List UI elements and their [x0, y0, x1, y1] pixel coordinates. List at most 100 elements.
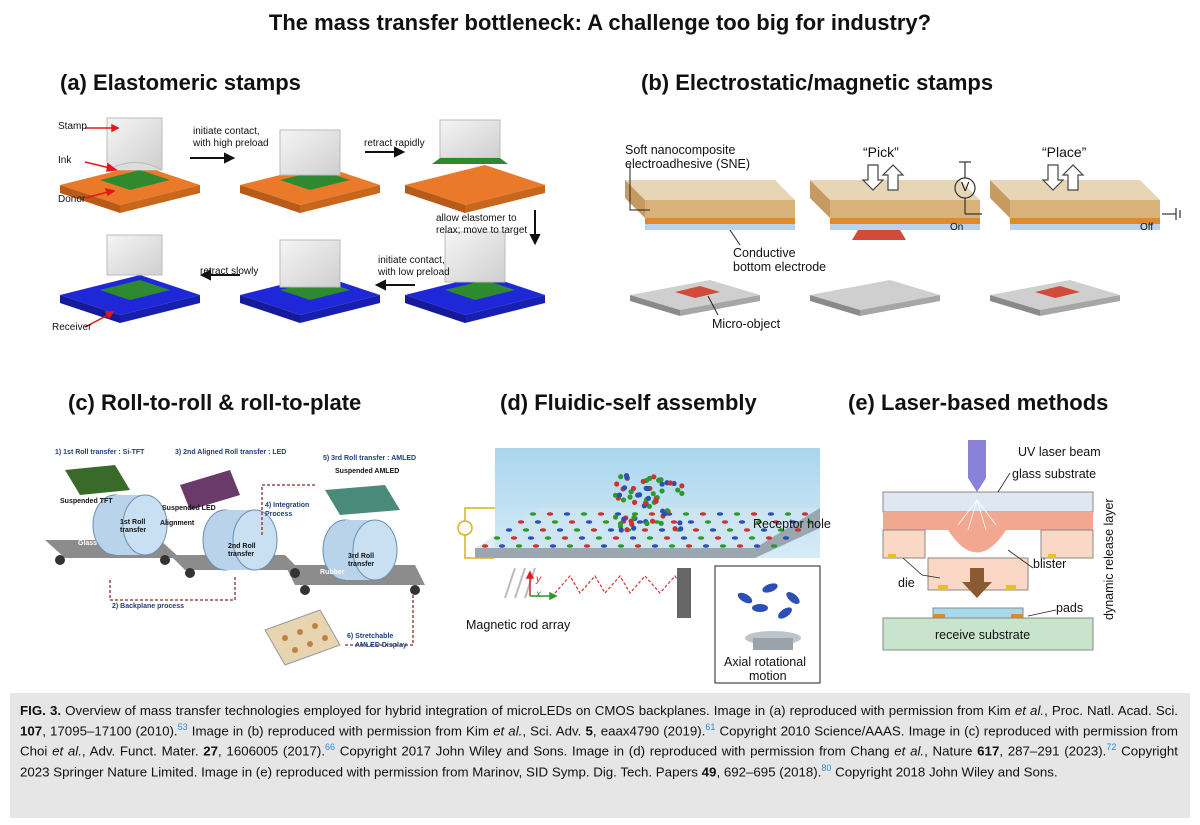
receptor-dot: [702, 544, 710, 548]
particle: [621, 516, 627, 522]
receptor-dot: [585, 520, 593, 524]
particle: [645, 495, 652, 501]
substrate-3: [990, 280, 1120, 316]
label-glass-substrate: glass substrate: [1012, 467, 1097, 481]
receptor-dot: [549, 544, 557, 548]
caption-volume: 107: [20, 723, 43, 739]
roller-1: [92, 494, 168, 556]
label-voltage: V: [961, 180, 970, 194]
label-suspended-tft: Suspended TFT: [60, 498, 113, 505]
receptor-dot: [578, 536, 586, 540]
panel-a-illustration: [60, 117, 545, 328]
roller-2: [202, 509, 278, 571]
receptor-dot: [748, 536, 756, 540]
label-sne-line-1: Soft nanocomposite: [625, 143, 736, 157]
receptor-dot: [580, 512, 588, 516]
receptor-dot: [583, 544, 591, 548]
receptor-dot: [782, 536, 790, 540]
label-stretchable-line-2: AMLED Display: [355, 642, 407, 649]
receptor-dot: [590, 528, 598, 532]
receptor-dot: [697, 536, 705, 540]
panel-c-illustration: [45, 465, 425, 666]
caption-text: Overview of mass transfer technologies e…: [61, 703, 1015, 718]
receptor-dot: [568, 520, 576, 524]
receptor-dot: [522, 528, 530, 532]
particle: [679, 490, 685, 496]
roller-3: [322, 519, 398, 581]
receptor-dot: [777, 528, 785, 532]
caption-text: , 17095–17100 (2010).: [42, 723, 178, 739]
receptor-dot: [641, 528, 649, 532]
caption-ref[interactable]: 53: [177, 722, 188, 732]
receptor-dot: [719, 544, 727, 548]
step-1-line-2: with high preload: [193, 138, 269, 149]
receptor-dot: [755, 520, 763, 524]
label-roll2-line-2: transfer: [228, 551, 255, 558]
receptor-dot: [682, 512, 690, 516]
receptor-dot: [602, 520, 610, 524]
label-axial-line-2: motion: [749, 669, 787, 683]
particle: [646, 475, 653, 481]
particle: [678, 526, 684, 532]
caption-ref[interactable]: 72: [1106, 742, 1117, 753]
step-2-label: retract rapidly: [364, 138, 425, 149]
particle: [672, 526, 678, 532]
label-axis-x: x: [536, 589, 541, 600]
particle: [651, 474, 657, 480]
receptor-dot: [680, 536, 688, 540]
label-pick: “Pick”: [863, 144, 899, 160]
label-roll-1: 1) 1st Roll transfer : Si-TFT: [55, 449, 145, 456]
receptor-dot: [716, 512, 724, 516]
label-glass: Glass: [78, 540, 98, 547]
receptor-dot: [767, 512, 775, 516]
receptor-dot: [532, 544, 540, 548]
caption-ref[interactable]: 66: [325, 742, 336, 753]
particle: [614, 481, 620, 487]
receptor-dot: [498, 544, 506, 548]
receptor-dot: [714, 536, 722, 540]
caption-text: Copyright 2023 Springer Nature Limited. …: [20, 743, 1178, 780]
label-axis-y: y: [536, 574, 541, 585]
receptor-dot: [527, 536, 535, 540]
caption-etal: et al.: [1014, 703, 1045, 718]
label-suspended-amled: Suspended AMLED: [335, 468, 400, 475]
receptor-dot: [597, 512, 605, 516]
receptor-dot: [801, 512, 809, 516]
label-magnetic-rod-array: Magnetic rod array: [466, 618, 571, 632]
panel-b-illustration: [625, 161, 1181, 316]
receptor-dot: [566, 544, 574, 548]
caption-ref[interactable]: 80: [821, 762, 832, 773]
particle: [646, 503, 652, 509]
receptor-dot: [772, 520, 780, 524]
receptor-dot: [658, 528, 666, 532]
label-stretchable-line-1: 6) Stretchable: [347, 633, 394, 640]
receptor-dot: [595, 536, 603, 540]
receptor-dot: [563, 512, 571, 516]
label-roll1-line-2: transfer: [120, 527, 147, 534]
panel-a-title: (a) Elastomeric stamps: [60, 70, 301, 95]
caption-ref[interactable]: 61: [705, 722, 716, 732]
substrate-1: [630, 280, 760, 316]
particle: [679, 483, 685, 489]
label-donor: Donor: [58, 194, 86, 205]
label-receiver: Receiver: [52, 322, 92, 333]
particle: [628, 489, 634, 495]
receptor-dot: [529, 512, 537, 516]
receptor-dot: [687, 520, 695, 524]
label-electrode-line-1: Conductive: [733, 246, 796, 260]
label-integration-line-1: 4) Integration: [265, 502, 310, 509]
caption-text: Copyright 2010 Science/AAAS. Image in (c…: [20, 723, 1178, 759]
label-pads: pads: [1056, 601, 1084, 615]
receptor-dot: [573, 528, 581, 532]
particle: [658, 520, 664, 526]
step-5-label: retract slowly: [200, 266, 259, 277]
receptor-dot: [510, 536, 518, 540]
receptor-dot: [770, 544, 778, 548]
label-roll3-line-1: 3rd Roll: [348, 553, 375, 560]
caption-fig-label: FIG. 3.: [20, 703, 62, 718]
caption-text: , 692–695 (2018).: [716, 764, 822, 780]
particle: [675, 487, 681, 493]
receptor-dot: [634, 544, 642, 548]
receptor-dot: [544, 536, 552, 540]
receptor-dot: [699, 512, 707, 516]
